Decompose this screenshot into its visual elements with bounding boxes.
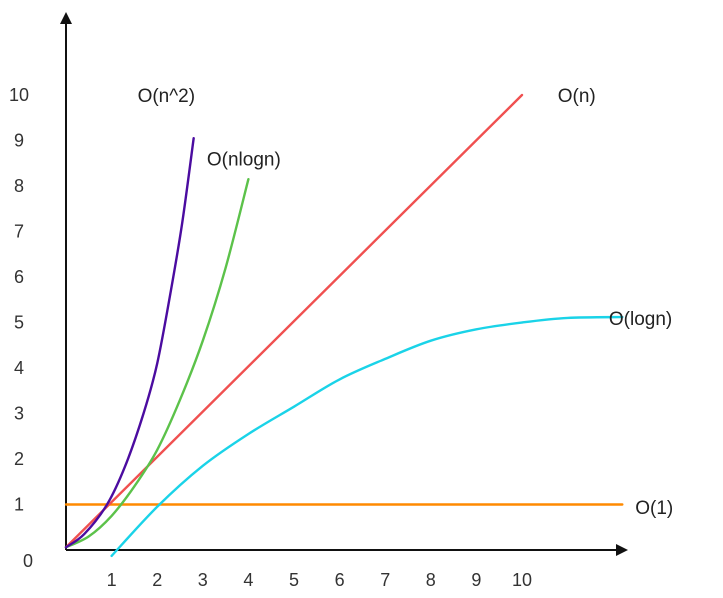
y-tick-label: 3 — [14, 404, 24, 424]
series-label-o-1: O(1) — [635, 498, 673, 519]
series-lines — [64, 93, 624, 558]
series-line-o-n-2 — [64, 137, 195, 549]
y-tick-label: 2 — [14, 449, 24, 469]
y-tick-label: 8 — [14, 176, 24, 196]
x-tick-label: 10 — [512, 570, 532, 590]
x-tick-label: 1 — [107, 570, 117, 590]
y-tick-label: 7 — [14, 222, 24, 242]
series-line-o-logn — [110, 315, 624, 558]
series-label-o-n: O(n) — [558, 86, 596, 107]
series-label-o-n-2: O(n^2) — [138, 86, 195, 107]
series-line-o-nlogn — [64, 177, 250, 549]
series-label-o-nlogn: O(nlogn) — [207, 150, 281, 171]
series-line-o-n — [64, 93, 524, 549]
y-tick-label: 4 — [14, 358, 24, 378]
tick-labels: 0 1 2 3 4 5 6 7 8 9 10 1 2 3 4 5 6 7 8 9 10 — [9, 85, 532, 590]
y-tick-label: 9 — [14, 131, 24, 151]
axes — [60, 12, 628, 556]
series-label-o-logn: O(logn) — [609, 309, 672, 330]
y-tick-label: 6 — [14, 267, 24, 287]
y-tick-label: 1 — [14, 495, 24, 515]
x-tick-label: 5 — [289, 570, 299, 590]
x-tick-label: 9 — [471, 570, 481, 590]
x-tick-label: 7 — [380, 570, 390, 590]
x-tick-label: 3 — [198, 570, 208, 590]
x-tick-label: 6 — [335, 570, 345, 590]
x-tick-label: 8 — [426, 570, 436, 590]
x-tick-label: 2 — [152, 570, 162, 590]
y-tick-label: 10 — [9, 85, 29, 105]
series-labels: O(n^2) O(nlogn) O(n) O(logn) O(1) — [138, 86, 674, 519]
y-tick-label: 5 — [14, 313, 24, 333]
origin-label: 0 — [23, 551, 33, 571]
x-tick-label: 4 — [243, 570, 253, 590]
